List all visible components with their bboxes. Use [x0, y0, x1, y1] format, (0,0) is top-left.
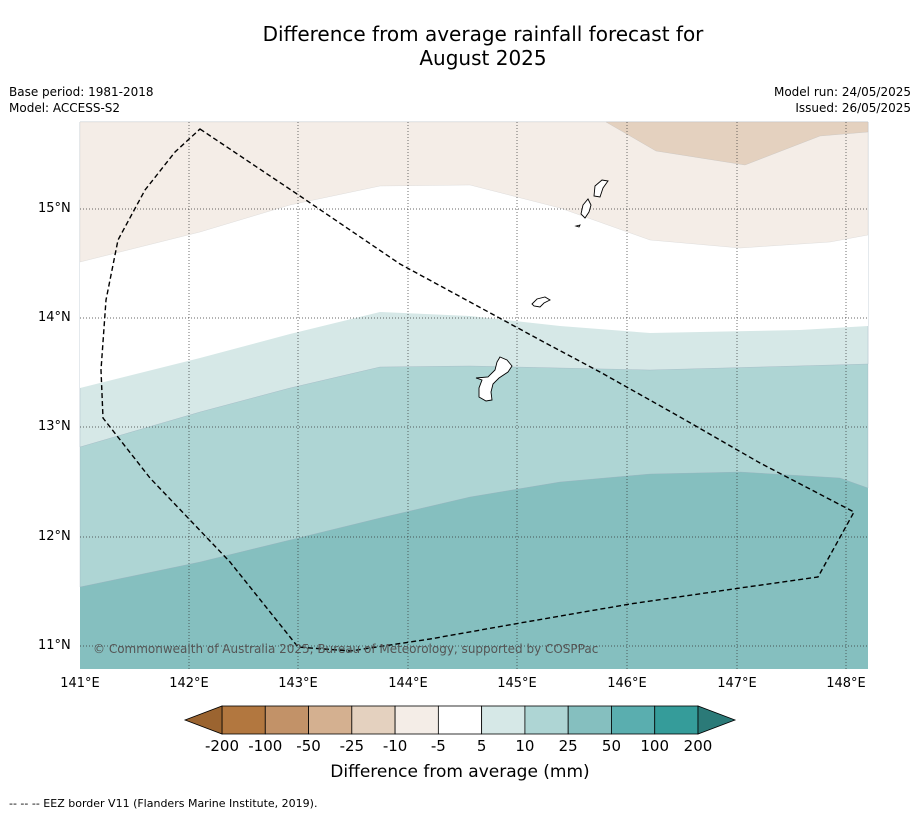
colorbar-tick-label: -50: [296, 737, 321, 755]
colorbar-tick-label: -10: [382, 737, 408, 755]
colorbar-cell: [611, 705, 656, 735]
eez-footnote: -- -- -- EEZ border V11 (Flanders Marine…: [9, 797, 318, 810]
meta-right: Model run: 24/05/2025 Issued: 26/05/2025: [774, 84, 911, 116]
lon-label-143: 143°E: [278, 676, 318, 691]
colorbar-tick-label: -200: [204, 737, 240, 755]
colorbar-tick-label: 50: [601, 737, 621, 755]
lon-label-142: 142°E: [169, 676, 209, 691]
model-name: Model: ACCESS-S2: [9, 101, 121, 115]
lat-label-11: 11°N: [38, 638, 71, 653]
eez-border: [100, 128, 855, 652]
lat-label-12: 12°N: [38, 529, 71, 544]
issued-date: Issued: 26/05/2025: [795, 101, 911, 115]
model-run: Model run: 24/05/2025: [773, 85, 911, 99]
colorbar-tick-label: 200: [683, 737, 713, 755]
colorbar-tick-label: 5: [476, 737, 487, 755]
lon-label-145: 145°E: [497, 676, 537, 691]
lat-label-15: 15°N: [38, 201, 71, 216]
island-saipan: [593, 179, 609, 198]
lon-label-141: 141°E: [60, 676, 100, 691]
band-neg5-neg10: [79, 121, 869, 263]
colorbar-right-arrow: [697, 705, 737, 735]
colorbar-cell: [567, 705, 612, 735]
colorbar-tick-label: -100: [248, 737, 283, 755]
chart-title: Difference from average rainfall forecas…: [0, 22, 919, 70]
island-tinian: [580, 198, 592, 219]
base-period: Base period: 1981-2018: [9, 85, 154, 99]
island-guam: [475, 356, 513, 402]
colorbar-tick-label: -25: [339, 737, 365, 755]
colorbar-left-arrow: [183, 705, 223, 735]
colorbar-tick-label: 100: [640, 737, 670, 755]
lon-label-146: 146°E: [607, 676, 647, 691]
colorbar-tick-label: 10: [515, 737, 535, 755]
islands: [475, 179, 609, 402]
lon-label-148: 148°E: [826, 676, 866, 691]
lat-label-13: 13°N: [38, 419, 71, 434]
colorbar-cell: [481, 705, 526, 735]
meta-left: Base period: 1981-2018 Model: ACCESS-S2: [9, 84, 154, 116]
colorbar-tick-label: -5: [430, 737, 446, 755]
colorbar-tick-label: 25: [558, 737, 578, 755]
island-aguijan: [574, 224, 581, 228]
colorbar-cell: [351, 705, 396, 735]
colorbar-cell: [221, 705, 266, 735]
lon-label-147: 147°E: [717, 676, 757, 691]
colorbar-cell: [264, 705, 309, 735]
lat-label-14: 14°N: [38, 310, 71, 325]
island-rota: [531, 296, 551, 308]
colorbar-cell: [394, 705, 439, 735]
colorbar-cell: [437, 705, 483, 735]
colorbar-cell: [308, 705, 353, 735]
colorbar-cell: [524, 705, 569, 735]
gridlines: [80, 122, 868, 669]
colorbar-cell: [654, 705, 699, 735]
copyright-credit: © Commonwealth of Australia 2025, Bureau…: [93, 642, 599, 656]
colorbar-title: Difference from average (mm): [330, 762, 590, 782]
title-line-1: Difference from average rainfall forecas…: [262, 22, 704, 46]
colorbar-cells: [221, 705, 699, 735]
lon-label-144: 144°E: [388, 676, 428, 691]
title-line-2: August 2025: [419, 46, 547, 70]
